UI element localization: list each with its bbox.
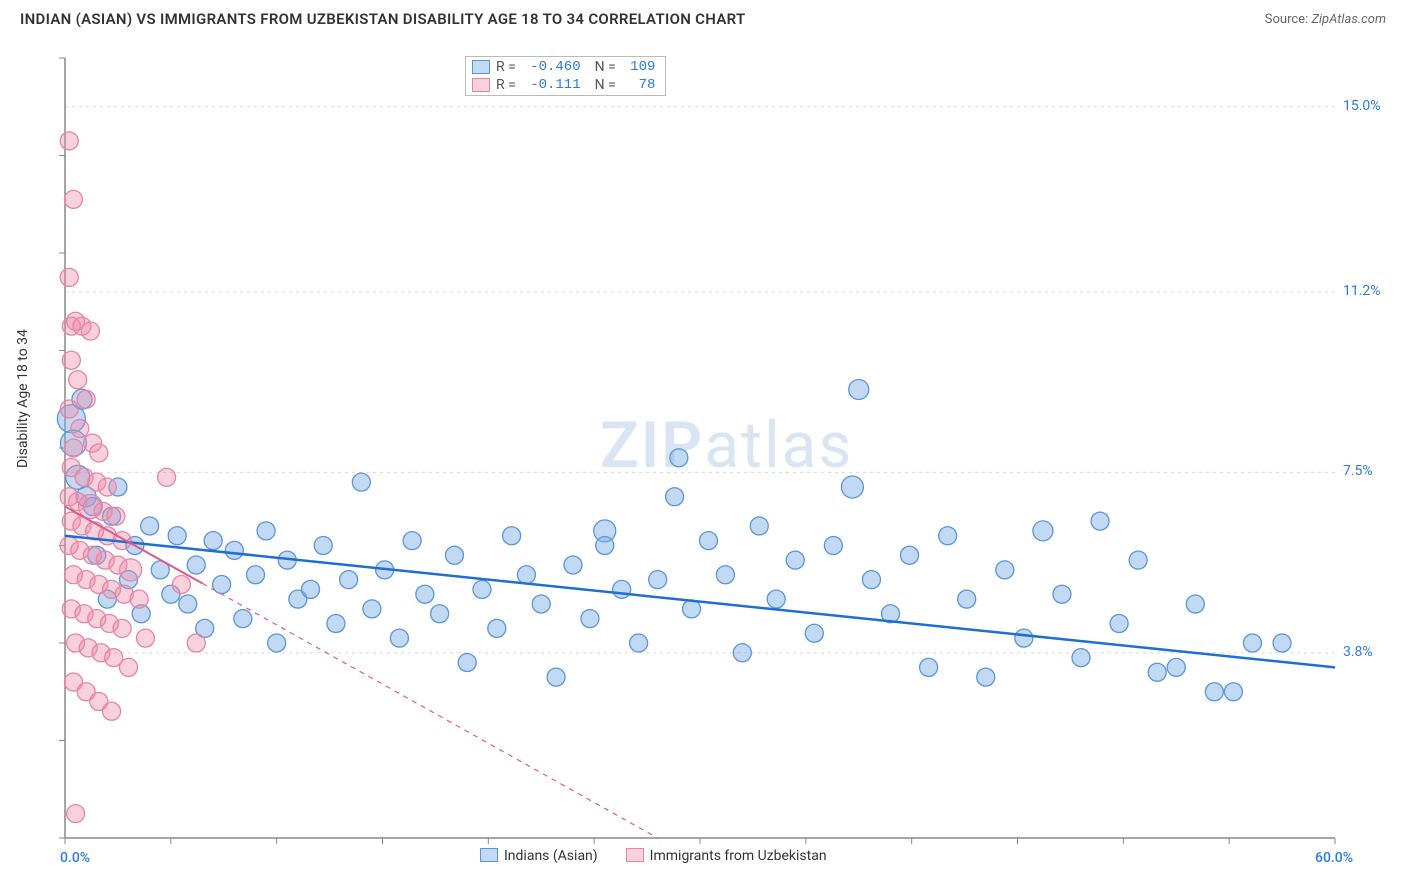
x-axis-max-label: 60.0% bbox=[1315, 850, 1353, 866]
source-credit: Source: ZipAtlas.com bbox=[1265, 12, 1386, 27]
scatter-chart-svg bbox=[20, 48, 1390, 878]
legend-item: Indians (Asian) bbox=[480, 848, 598, 864]
correlation-stats-box: R = -0.460N = 109 R = -0.111N = 78 bbox=[465, 56, 666, 96]
chart-title: INDIAN (ASIAN) VS IMMIGRANTS FROM UZBEKI… bbox=[20, 10, 746, 28]
chart-area: Disability Age 18 to 34 ZIPatlas R = -0.… bbox=[20, 48, 1390, 878]
x-axis-min-label: 0.0% bbox=[60, 850, 90, 866]
grid-label: 7.5% bbox=[1343, 463, 1373, 479]
stats-row: R = -0.460N = 109 bbox=[472, 59, 655, 75]
grid-label: 3.8% bbox=[1343, 644, 1373, 660]
series-legend: Indians (Asian) Immigrants from Uzbekista… bbox=[480, 848, 827, 864]
stats-row: R = -0.111N = 78 bbox=[472, 77, 655, 93]
grid-label: 15.0% bbox=[1343, 98, 1381, 114]
legend-item: Immigrants from Uzbekistan bbox=[626, 848, 827, 864]
grid-label: 11.2% bbox=[1343, 283, 1381, 299]
